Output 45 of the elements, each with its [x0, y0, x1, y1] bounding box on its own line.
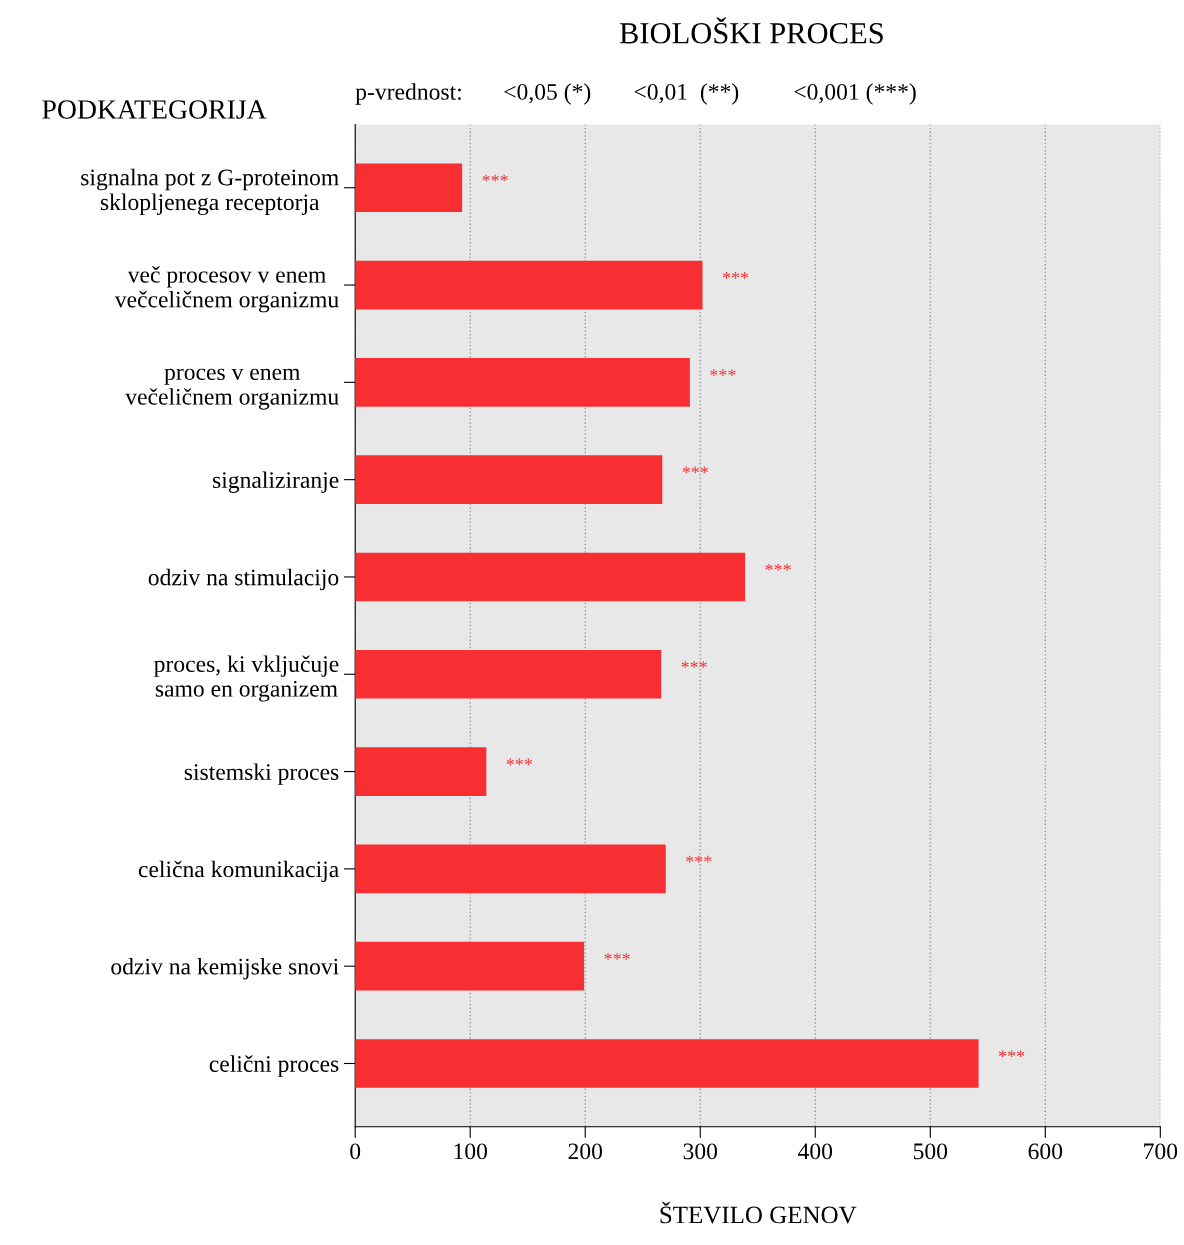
data-label: *** — [506, 758, 532, 766]
bar — [355, 941, 585, 991]
text: p-vrednost: — [355, 83, 461, 105]
x-tick-label: 600 — [1028, 1143, 1063, 1160]
y-tick-label: proces, ki vključuje samo en organizem — [154, 655, 339, 702]
y-tick-label: več procesov v enem večceličnem organizmu — [114, 266, 339, 313]
data-label: *** — [682, 466, 708, 474]
data-label: *** — [482, 174, 508, 182]
y-axis-title: PODKATEGORIJA — [42, 100, 267, 119]
bar — [355, 260, 703, 310]
x-tick-label: 100 — [454, 1143, 488, 1160]
data-label: *** — [998, 1050, 1025, 1058]
data-label: *** — [765, 563, 791, 571]
y-tick-label: celični proces — [209, 1055, 339, 1077]
x-tick-label: 200 — [568, 1143, 603, 1160]
bar — [355, 358, 690, 407]
y-tick-label: proces v enem večeličnem organizmu — [125, 368, 339, 410]
bar — [355, 455, 663, 504]
bar — [355, 163, 463, 213]
x-tick-label: 300 — [683, 1143, 718, 1160]
x-tick-label: 500 — [913, 1143, 948, 1160]
x-tick-label: 700 — [1144, 1143, 1178, 1160]
y-tick-label: odziv na kemijske snovi — [111, 957, 339, 980]
y-tick-label: signaliziranje — [213, 471, 339, 493]
bar — [355, 552, 746, 602]
bar — [355, 649, 662, 699]
data-label: *** — [604, 953, 630, 960]
y-tick-label: celična komunikacija — [138, 860, 339, 883]
chart-title: BIOLOŠKI PROCES — [619, 17, 883, 44]
data-label: *** — [686, 855, 712, 863]
y-tick-label: odziv na stimulacijo — [148, 568, 339, 591]
y-tick-label: sistemski proces — [184, 763, 339, 785]
x-tick-label: 400 — [798, 1143, 833, 1160]
bar — [355, 1039, 979, 1088]
text: <0,001 (***) — [794, 83, 916, 105]
data-label: *** — [722, 272, 749, 279]
text: <0,05 (*) — [504, 83, 591, 105]
text: <0,01 (**) — [634, 83, 739, 105]
x-tick-label: 0 — [350, 1143, 361, 1160]
bar — [355, 747, 487, 796]
y-tick-label: signalna pot z G-proteinom sklopljenega receptorja — [81, 168, 339, 216]
bar — [355, 844, 666, 894]
data-label: *** — [710, 369, 736, 376]
data-label: *** — [681, 661, 707, 668]
x-axis-title: ŠTEVILO GENOV — [660, 1201, 857, 1224]
